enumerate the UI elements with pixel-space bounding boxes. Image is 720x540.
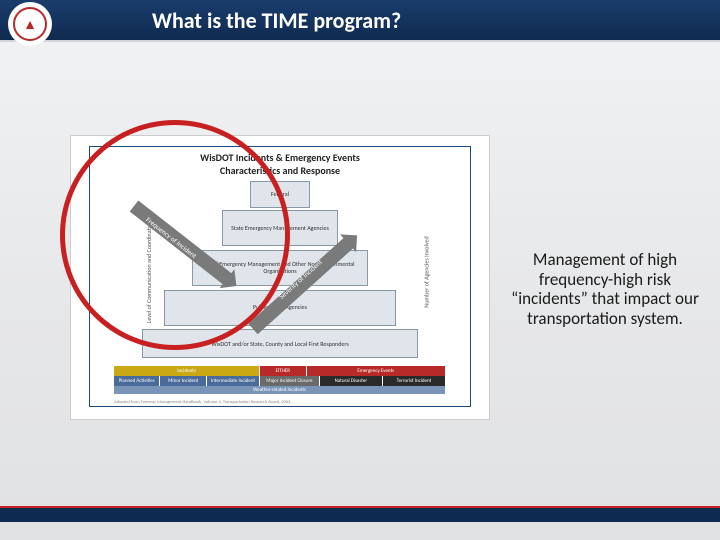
band-category-cell: Minor Incident: [160, 376, 206, 386]
band-header-cell: EITHER: [260, 366, 306, 376]
band-weather-row: Weather-related Incidents: [114, 386, 446, 394]
band-header-row: IncidentsEITHEREmergency Events: [114, 366, 446, 376]
band-category-cell: Terrorist Incident: [383, 376, 446, 386]
logo-icon: ▲: [13, 7, 47, 41]
diagram-footnote: Adopted from Freeway Management Handbook…: [114, 400, 291, 405]
footer-bar: [0, 508, 720, 522]
diagram-title-line1: WisDOT Incidents & Emergency Events: [200, 151, 360, 164]
diagram-container: WisDOT Incidents & Emergency Events Char…: [70, 135, 490, 420]
diagram-title: WisDOT Incidents & Emergency Events Char…: [90, 151, 470, 177]
chart-body: Level of Communication and Coordination …: [114, 181, 446, 362]
pyramid-row: Federal: [250, 181, 311, 208]
band-category-cell: Intermediate Incident: [207, 376, 260, 386]
pyramid: FederalState Emergency Management Agenci…: [142, 181, 418, 362]
content-area: WisDOT Incidents & Emergency Events Char…: [0, 60, 720, 500]
logo-badge: ▲: [8, 2, 52, 46]
band-category-cell: Major Incident Closure: [260, 376, 320, 386]
band-header-cell: Incidents: [114, 366, 260, 376]
pyramid-row: State Emergency Management Agencies: [222, 210, 338, 246]
band-category-cell: Natural Disaster: [320, 376, 383, 386]
band-category-cell: Planned Activities: [114, 376, 160, 386]
diagram-title-line2: Characteristics and Response: [220, 164, 340, 177]
pyramid-row: WisDOT and/or State, County and Local Fi…: [142, 329, 418, 358]
band-weather-cell: Weather-related Incidents: [114, 386, 446, 394]
bottom-bands: IncidentsEITHEREmergency Events Planned …: [114, 366, 446, 398]
band-categories-row: Planned ActivitiesMinor IncidentIntermed…: [114, 376, 446, 386]
slide-title: What is the TIME program?: [152, 7, 401, 34]
diagram-frame: WisDOT Incidents & Emergency Events Char…: [89, 146, 471, 407]
header-bar: ▲ What is the TIME program?: [0, 0, 720, 42]
caption-text: Management of high frequency-high risk “…: [510, 250, 700, 328]
y-axis-right-label: Number of Agencies Involved: [422, 236, 430, 307]
band-header-cell: Emergency Events: [307, 366, 446, 376]
